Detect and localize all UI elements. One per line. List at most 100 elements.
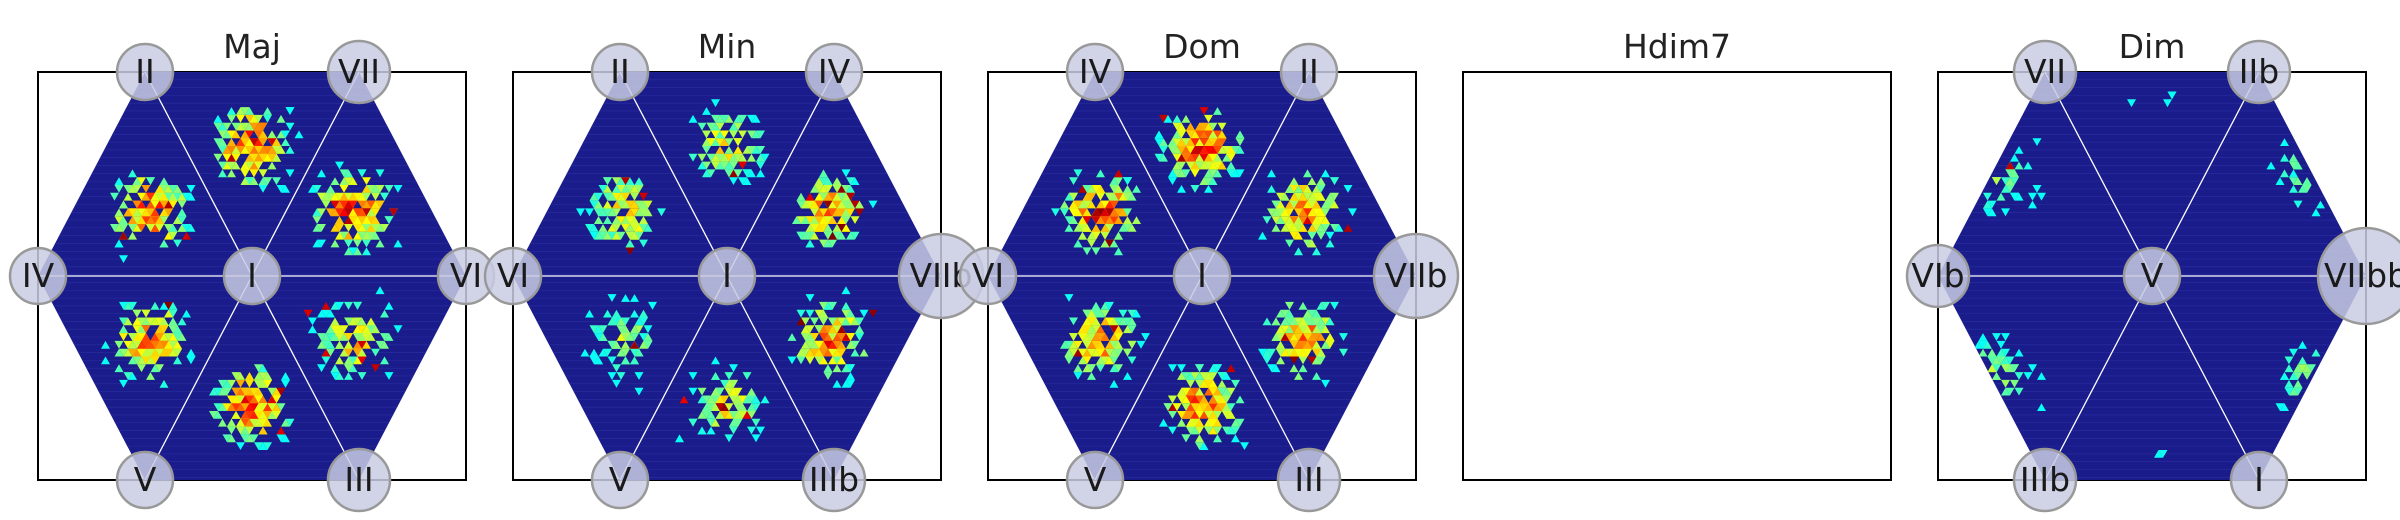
heat-cell (1280, 309, 1290, 318)
heat-cell (267, 387, 277, 396)
heat-cell (366, 317, 376, 326)
heat-cell (141, 208, 151, 217)
heat-cell (285, 122, 295, 131)
heat-cell (114, 364, 124, 373)
heat-cell (621, 185, 630, 193)
heat-cell (254, 153, 263, 162)
heat-cell (375, 224, 385, 232)
heat-cell (832, 177, 842, 185)
heat-cell (2010, 177, 2019, 185)
heat-cell (137, 192, 146, 201)
heat-cell (1064, 192, 1074, 201)
heat-cell (132, 177, 142, 185)
heat-cell (2001, 387, 2010, 396)
heat-cell (317, 340, 326, 349)
heat-cell (724, 387, 734, 396)
heat-cell (796, 309, 806, 318)
heat-cell (348, 208, 358, 217)
heat-cell (146, 317, 155, 326)
heat-cell (1208, 426, 1218, 435)
heat-cell (1978, 348, 1988, 357)
heat-cell (1316, 333, 1326, 341)
heat-cell (1195, 372, 1204, 380)
heat-cell (733, 114, 743, 123)
heat-cell (177, 317, 187, 326)
heat-cell (353, 340, 362, 349)
heat-cell (137, 224, 146, 232)
heat-cell (837, 185, 846, 193)
heat-cell (1996, 348, 2006, 357)
heat-cell (1087, 372, 1096, 380)
heat-cell (1330, 224, 1339, 232)
vertex-label: III (1294, 460, 1323, 499)
heat-cell (621, 333, 630, 341)
heat-cell (1064, 216, 1074, 224)
heat-cell (267, 411, 277, 419)
heat-cell (218, 122, 227, 131)
heat-cell (715, 130, 725, 139)
heat-cell (393, 239, 403, 248)
heat-cell (612, 364, 621, 373)
heat-cell (263, 379, 272, 388)
center-label: I (247, 256, 257, 295)
heat-cell (1186, 418, 1195, 427)
heat-cell (1064, 356, 1074, 365)
heat-cell (1186, 411, 1195, 419)
heat-cell (168, 340, 178, 349)
heat-cell (335, 208, 344, 217)
heat-cell (688, 114, 698, 123)
heat-cell (1276, 356, 1285, 365)
heat-cell (1127, 340, 1137, 349)
heat-cell (227, 426, 236, 435)
heat-cell (751, 434, 761, 443)
heat-cell (1285, 309, 1294, 318)
heat-cell (801, 333, 810, 341)
heat-cell (1289, 333, 1299, 341)
heat-cell (603, 208, 612, 217)
heat-cell (729, 153, 738, 162)
panel-title: Hdim7 (1623, 27, 1731, 66)
heat-cell (258, 185, 268, 193)
heat-cell (254, 403, 263, 411)
heat-cell (1289, 325, 1299, 334)
vertex-node: IV (8, 246, 68, 306)
heat-cell (330, 364, 340, 373)
heat-cell (715, 114, 725, 123)
heat-cell (164, 340, 173, 349)
heat-cell (380, 224, 389, 232)
heat-cell (245, 372, 254, 380)
heat-cell (132, 200, 142, 209)
heat-cell (1235, 138, 1245, 146)
vertex-label: VI (450, 256, 482, 295)
heat-cell (1258, 231, 1267, 240)
heat-cell (330, 333, 340, 341)
heat-cell (1177, 185, 1186, 193)
heat-cell (1307, 231, 1317, 240)
heat-cell (1222, 387, 1231, 396)
heat-cell (756, 426, 765, 435)
heat-cell (1303, 309, 1312, 318)
heat-cell (729, 161, 738, 170)
heat-cell (1109, 216, 1119, 224)
heat-cell (281, 130, 290, 139)
heat-cell (1213, 161, 1222, 170)
heat-cell (715, 411, 725, 419)
heat-cell (1298, 185, 1308, 193)
heat-cell (715, 395, 725, 404)
heat-cell (114, 348, 124, 357)
heat-cell (312, 239, 322, 248)
heat-cell (805, 216, 815, 224)
heat-cell (697, 411, 707, 419)
heat-cell (339, 192, 349, 201)
heat-cell (1109, 348, 1119, 357)
heat-cell (1105, 340, 1114, 349)
heat-cell (159, 379, 169, 388)
heat-cell (146, 208, 155, 217)
heat-cell (1078, 200, 1087, 209)
heat-cell (1276, 200, 1285, 209)
heat-cell (335, 340, 344, 349)
heat-cell (164, 333, 173, 341)
heat-cell (335, 161, 344, 170)
heat-cell (729, 169, 738, 178)
heat-cell (173, 348, 182, 357)
